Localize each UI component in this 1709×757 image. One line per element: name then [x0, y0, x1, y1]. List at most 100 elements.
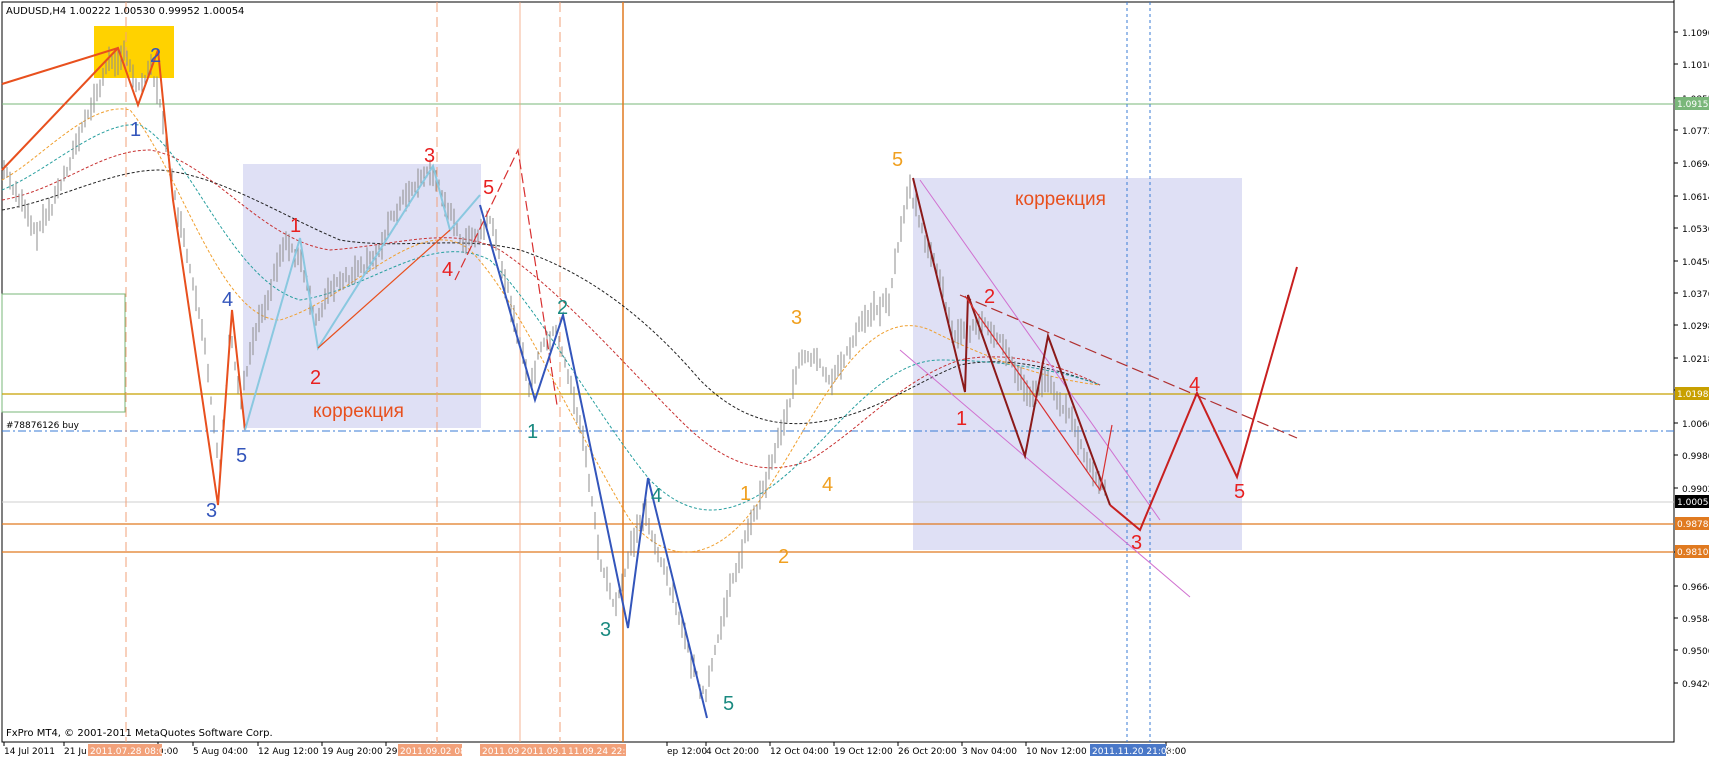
- price-marker-label: 0.98782: [1677, 520, 1709, 530]
- wave-label: 5: [723, 693, 734, 715]
- time-tick-label: 3 Nov 04:00: [962, 747, 1017, 757]
- wave-label: 1: [956, 408, 967, 430]
- wave-label: 3: [424, 145, 435, 167]
- ma-teal: [1, 124, 1101, 511]
- price-tick-label: 1.00600: [1682, 420, 1709, 430]
- time-tick-label: 29: [386, 747, 398, 757]
- time-highlight: 2011.09.: [480, 744, 522, 757]
- ma-red: [1, 149, 1101, 469]
- wave-label: 4: [1189, 374, 1200, 396]
- time-tick-label: 26 Oct 20:00: [898, 747, 957, 757]
- price-marker: 0.98782: [1675, 517, 1709, 530]
- price-tick-label: 0.95840: [1682, 615, 1709, 625]
- wave-lightblue: [244, 163, 481, 431]
- wave-label: 1: [290, 215, 301, 237]
- price-marker-label: 1.09159: [1677, 100, 1709, 110]
- wave-label: 2: [310, 367, 321, 389]
- price-tick-label: 0.96640: [1682, 583, 1709, 593]
- correction-box-2: [913, 178, 1242, 550]
- price-tick-label: 0.99800: [1682, 452, 1709, 462]
- correction-label-2: коррекция: [1015, 189, 1106, 210]
- wave-label: 3: [1131, 532, 1142, 554]
- time-highlight: 11.09.24 22:00: [566, 744, 637, 757]
- price-tick-label: 1.06140: [1682, 193, 1709, 203]
- time-tick-label: 0:00: [158, 747, 178, 757]
- time-tick-label: 21 Ju: [64, 747, 87, 757]
- wave-up-left: [1, 47, 119, 171]
- wave-red-dashed: [454, 148, 558, 406]
- price-tick-label: 1.10100: [1682, 61, 1709, 71]
- price-marker-label: 1.00054: [1677, 498, 1709, 508]
- wave-label: 2: [150, 45, 161, 67]
- time-tick-label: 4 Oct 20:00: [706, 747, 759, 757]
- time-highlight-label: 2011.09.: [482, 747, 522, 757]
- trend-dashed: [959, 294, 1298, 439]
- wave-label: 4: [222, 289, 233, 311]
- time-tick-label: 10 Nov 12:00: [1026, 747, 1087, 757]
- wave-label: 5: [892, 149, 903, 171]
- price-markers: 1.09159 1.01989 1.00054 0.98782 0.98104: [1675, 97, 1709, 558]
- time-highlight-label: 2011.11.20 21:00: [1092, 747, 1173, 757]
- price-tick-label: 1.10900: [1682, 29, 1709, 39]
- price-tick-label: 0.94260: [1682, 680, 1709, 690]
- time-tick-label: 19 Oct 12:00: [834, 747, 893, 757]
- wave-projection: [1109, 266, 1298, 532]
- wave-label: 5: [236, 445, 247, 467]
- channel-lower: [899, 349, 1191, 598]
- wave-label: 1: [130, 119, 141, 141]
- time-highlight: 2011.07.28 08:00: [88, 744, 171, 757]
- wave-red-thin-2: [964, 295, 1113, 492]
- copyright: FxPro MT4, © 2001-2011 MetaQuotes Softwa…: [6, 728, 273, 739]
- wave-label: 4: [651, 485, 662, 507]
- price-tick-label: 1.02980: [1682, 322, 1709, 332]
- wave-blue-down: [479, 204, 708, 719]
- time-highlight-label: 2011.09.02 08:00: [400, 747, 481, 757]
- price-marker-label: 1.01989: [1677, 390, 1709, 400]
- price-marker: 1.01989: [1675, 387, 1709, 400]
- time-tick-label: 5 Aug 04:00: [193, 747, 248, 757]
- price-tick-label: 1.02180: [1682, 355, 1709, 365]
- price-tick-label: 1.07720: [1682, 127, 1709, 137]
- time-highlight: 2011.09.16 14:00: [519, 744, 602, 757]
- price-tick-label: 1.06940: [1682, 160, 1709, 170]
- window-title: AUDUSD,H4 1.00222 1.00530 0.99952 1.0005…: [6, 6, 244, 17]
- time-tick-label: 14 Jul 2011: [4, 747, 55, 757]
- price-tick-label: 1.03760: [1682, 290, 1709, 300]
- price-marker: 1.09159: [1675, 97, 1709, 110]
- time-highlight-label: 11.09.24 22:00: [568, 747, 637, 757]
- price-tick-label: 0.95060: [1682, 647, 1709, 657]
- wave-label: 4: [442, 259, 453, 281]
- wave-label: 3: [600, 619, 611, 641]
- wave-label: 1: [527, 421, 538, 443]
- price-axis: 1.109001.101001.085201.077201.069401.061…: [1674, 29, 1709, 690]
- price-tick-label: 0.99020: [1682, 485, 1709, 495]
- correction-label-1: коррекция: [313, 401, 404, 422]
- time-tick-label: 19 Aug 20:00: [322, 747, 383, 757]
- ma-black: [1, 169, 1101, 425]
- price-tick-label: 1.05360: [1682, 225, 1709, 235]
- time-axis: 14 Jul 2011 21 Ju 0:00 5 Aug 04:00 12 Aug 12…: [3, 742, 1186, 757]
- time-tick-label: 8:00: [1166, 747, 1186, 757]
- time-highlight-label: 2011.07.28 08:00: [90, 747, 171, 757]
- price-marker-label: 0.98104: [1677, 548, 1709, 558]
- order-label: #78876126 buy: [6, 421, 80, 431]
- wave-label: 1: [740, 483, 751, 505]
- wave-labels: 1 2 3 4 5 1 2 3 4 5 1 2 3 4 5 1 2 3 4 5 …: [130, 45, 1245, 715]
- time-tick-label: 12 Oct 04:00: [770, 747, 829, 757]
- wave-label: 2: [557, 297, 568, 319]
- wave-label: 2: [984, 286, 995, 308]
- price-marker: 1.00054: [1675, 495, 1709, 508]
- wave-red-thin: [317, 229, 451, 349]
- wave-label: 2: [778, 546, 789, 568]
- wave-label: 5: [1234, 481, 1245, 503]
- channel-upper: [919, 179, 1161, 521]
- time-highlight: 2011.09.02 08:00: [398, 744, 481, 757]
- time-tick-label: ep 12:00: [667, 747, 707, 757]
- wave-orange-down: [1, 46, 246, 506]
- wave-label: 3: [791, 307, 802, 329]
- green-box: [1, 293, 126, 413]
- wave-darkred: [912, 177, 1111, 506]
- wave-label: 3: [206, 500, 217, 522]
- wave-label: 4: [822, 474, 833, 496]
